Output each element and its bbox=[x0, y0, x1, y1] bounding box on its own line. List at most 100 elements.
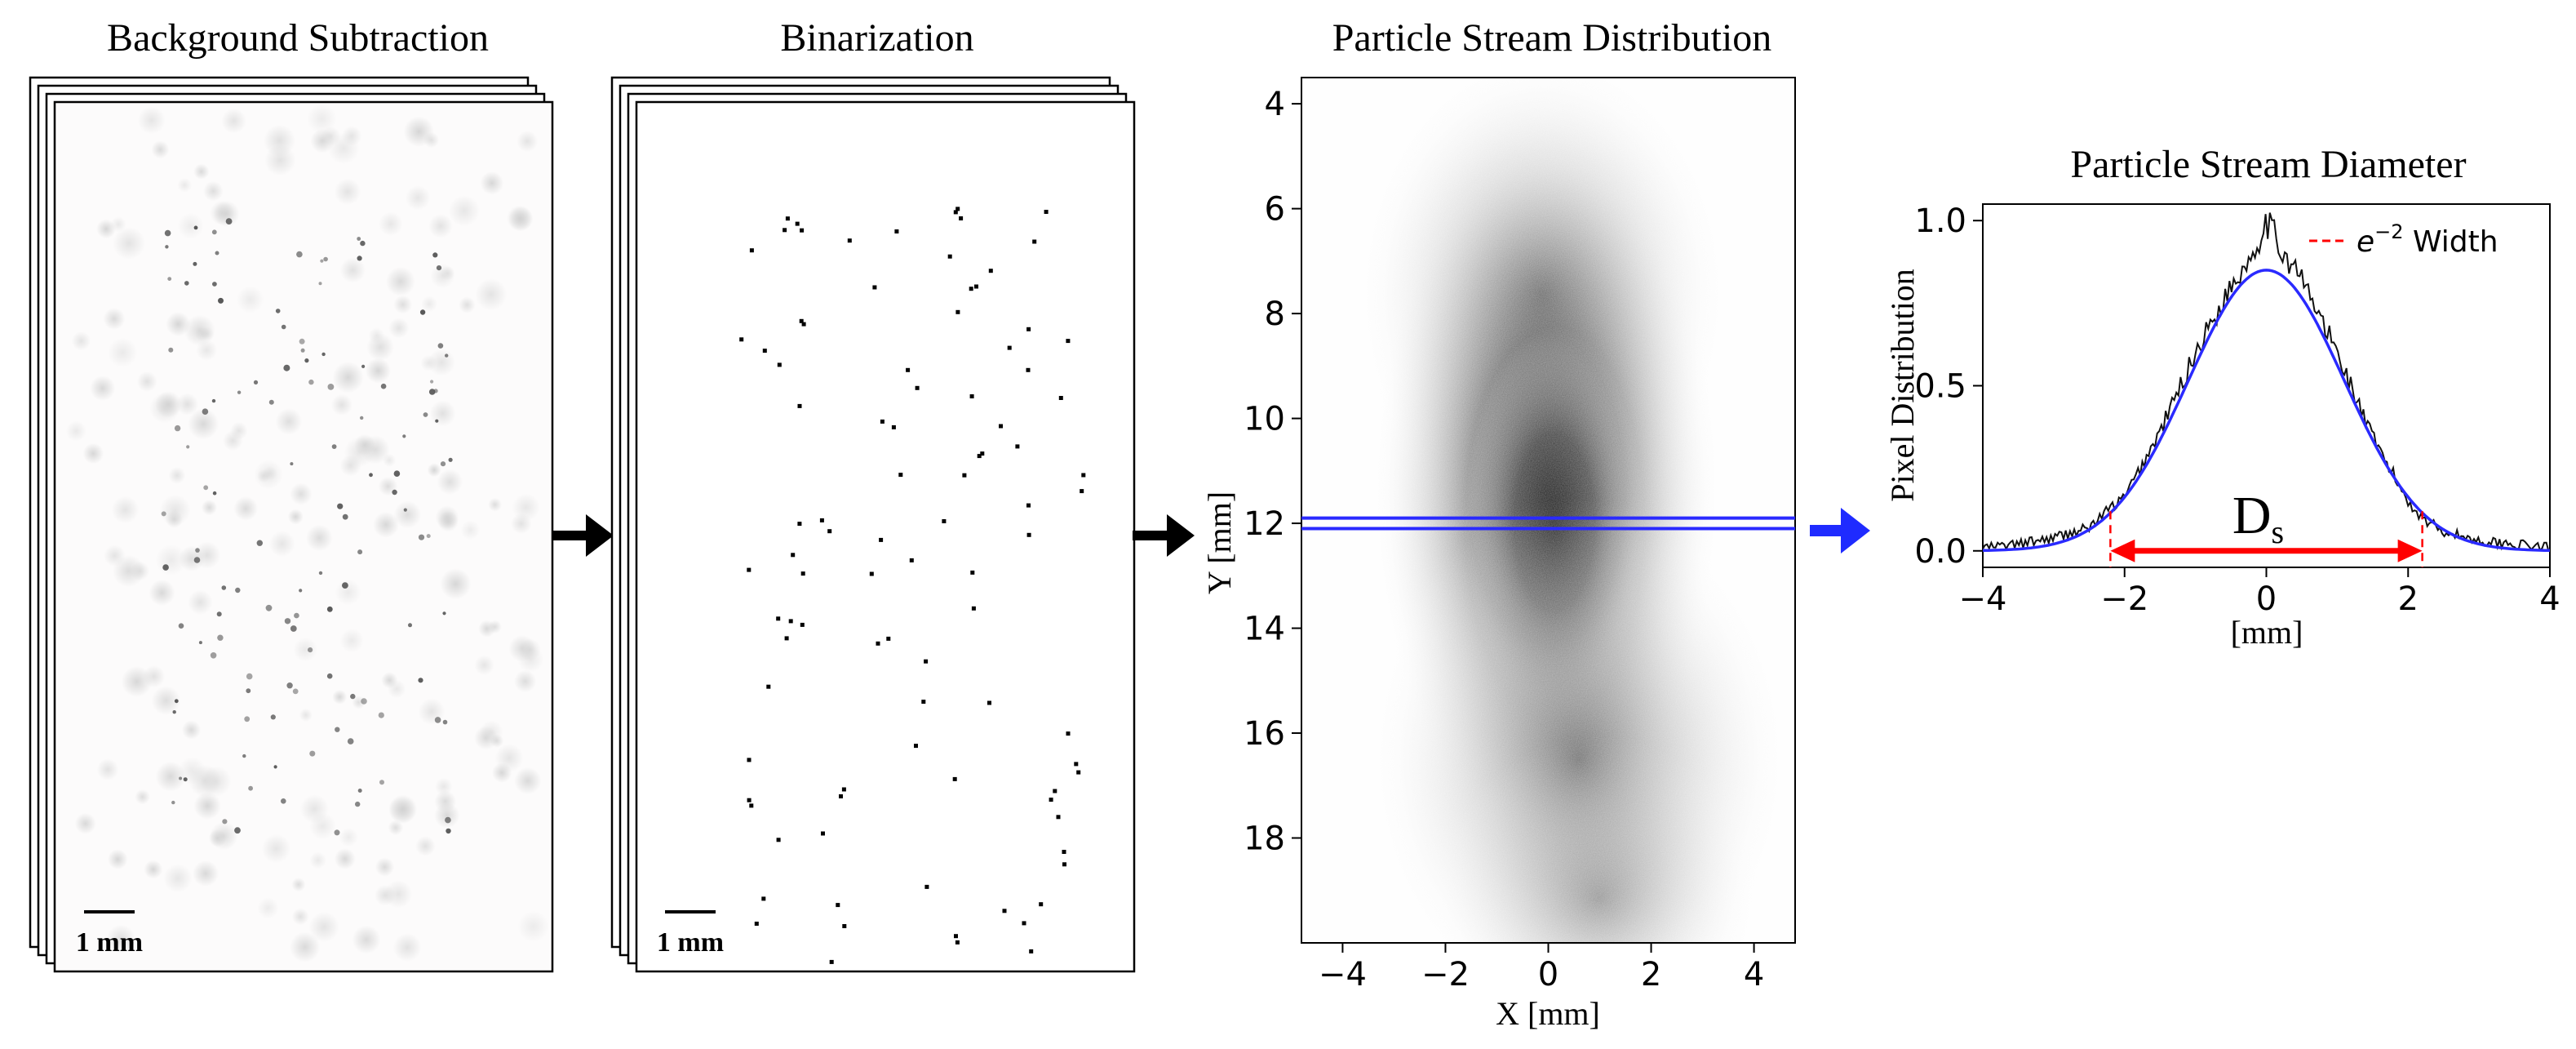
binary-particle bbox=[1026, 503, 1031, 508]
background-particle bbox=[474, 655, 494, 676]
particle-dot bbox=[193, 557, 201, 563]
arrow-1 bbox=[552, 514, 614, 557]
background-particle bbox=[213, 200, 240, 227]
particle-dot bbox=[218, 297, 224, 304]
particle-dot bbox=[198, 641, 202, 645]
background-particle bbox=[459, 296, 476, 313]
background-particle bbox=[130, 561, 150, 581]
particle-dot bbox=[440, 461, 446, 467]
background-particle bbox=[306, 524, 333, 552]
binary-particle bbox=[962, 473, 967, 478]
particle-dot bbox=[380, 383, 387, 389]
heatmap-xtick-label: 0 bbox=[1538, 956, 1558, 993]
heatmap-ytick-label: 10 bbox=[1244, 401, 1285, 438]
particle-dot bbox=[221, 585, 227, 590]
particle-dot bbox=[437, 343, 444, 349]
binary-particle bbox=[1026, 367, 1031, 372]
binary-particle bbox=[747, 567, 752, 572]
particle-dot bbox=[212, 491, 217, 496]
background-particle bbox=[382, 453, 397, 467]
binary-particle bbox=[788, 619, 793, 624]
heatmap-ytick-label: 14 bbox=[1244, 611, 1285, 648]
background-particle bbox=[90, 376, 116, 401]
particle-dot bbox=[442, 719, 448, 725]
particle-dot bbox=[296, 251, 303, 258]
binary-particle bbox=[891, 424, 896, 429]
binary-particle bbox=[784, 636, 789, 641]
binary-particle bbox=[1026, 327, 1031, 331]
particle-dot bbox=[167, 277, 172, 281]
particle-dot bbox=[308, 647, 313, 653]
background-particle bbox=[74, 812, 96, 834]
background-particle bbox=[334, 848, 356, 869]
background-particle bbox=[373, 511, 399, 538]
particle-dot bbox=[428, 389, 436, 395]
background-particle bbox=[136, 371, 157, 392]
background-particle bbox=[514, 767, 542, 795]
panel2-title: Binarization bbox=[780, 16, 973, 60]
binary-particle bbox=[1076, 770, 1081, 775]
binary-particle bbox=[955, 309, 960, 314]
binary-particle bbox=[800, 228, 805, 233]
particle-dot bbox=[225, 218, 233, 224]
background-particle bbox=[236, 286, 264, 313]
heatmap-ytick-label: 16 bbox=[1244, 715, 1285, 753]
background-particle bbox=[440, 568, 472, 600]
binary-particle bbox=[886, 636, 891, 641]
particle-dot bbox=[202, 408, 209, 416]
panel4-title: Particle Stream Diameter bbox=[2070, 143, 2466, 186]
particle-dot bbox=[430, 380, 434, 384]
binary-particle bbox=[876, 641, 880, 646]
legend: e−2 Width bbox=[2309, 220, 2498, 259]
background-particle bbox=[428, 349, 455, 376]
background-particle bbox=[437, 469, 463, 495]
background-particle bbox=[437, 510, 459, 532]
binary-particle bbox=[974, 284, 978, 289]
binary-particle bbox=[1032, 239, 1037, 244]
particle-dot bbox=[418, 678, 423, 683]
particle-dot bbox=[408, 623, 412, 628]
particle-dot bbox=[361, 698, 367, 705]
particle-dot bbox=[203, 485, 209, 491]
background-particle bbox=[339, 827, 358, 847]
background-particle bbox=[178, 757, 206, 785]
background-particle bbox=[163, 864, 193, 893]
background-particle bbox=[511, 513, 532, 535]
particle-dot bbox=[178, 623, 184, 629]
binary-particle bbox=[942, 519, 947, 523]
particle-dot bbox=[244, 716, 251, 722]
background-particle bbox=[108, 849, 128, 869]
particle-dot bbox=[281, 798, 286, 804]
particle-dot bbox=[326, 606, 333, 612]
particle-dot bbox=[308, 379, 314, 385]
binary-particle bbox=[970, 570, 975, 575]
particle-dot bbox=[273, 765, 277, 769]
background-particle bbox=[263, 465, 277, 481]
particle-dot bbox=[426, 534, 431, 539]
particle-dot bbox=[418, 534, 425, 540]
binary-particle bbox=[969, 394, 974, 398]
particle-dot bbox=[161, 511, 166, 517]
binary-particle bbox=[999, 424, 1003, 429]
background-particle bbox=[393, 295, 413, 314]
background-particle bbox=[427, 463, 441, 478]
background-particle bbox=[155, 544, 187, 576]
binary-particle bbox=[841, 787, 846, 792]
diameter-ytick-label: 1.0 bbox=[1914, 202, 1966, 240]
heatmap-xtick-label: 2 bbox=[1641, 956, 1661, 993]
particle-dot bbox=[318, 282, 322, 286]
background-particle bbox=[478, 620, 496, 638]
background-particle bbox=[388, 794, 418, 824]
particle-dot bbox=[211, 398, 216, 403]
particle-dot bbox=[299, 589, 303, 593]
particle-dot bbox=[215, 251, 219, 256]
binary-particle bbox=[785, 216, 790, 221]
legend-label: e−2 Width bbox=[2357, 220, 2498, 259]
binary-particle bbox=[762, 349, 767, 353]
heatmap-ytick-label: 12 bbox=[1244, 505, 1285, 543]
background-particle bbox=[96, 758, 119, 781]
particle-dot bbox=[309, 750, 316, 757]
binary-particle bbox=[749, 803, 754, 808]
background-particle bbox=[177, 177, 193, 193]
particle-dot bbox=[275, 309, 281, 313]
